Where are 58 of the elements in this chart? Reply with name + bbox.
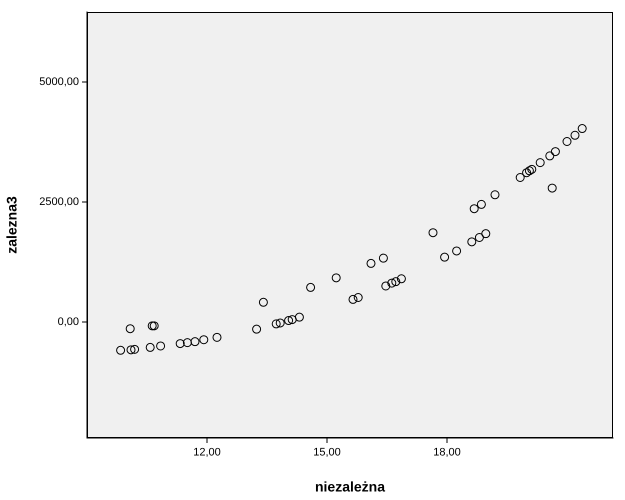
point <box>182 338 192 348</box>
point <box>126 324 135 334</box>
point <box>490 190 500 200</box>
point <box>156 341 166 350</box>
point <box>354 293 363 302</box>
point <box>545 151 554 160</box>
point <box>550 147 560 156</box>
point <box>199 335 208 344</box>
point <box>481 229 490 238</box>
point <box>527 164 536 174</box>
x-tick-label: 18,00 <box>433 446 461 459</box>
point <box>381 281 390 290</box>
x-axis-title: niezależna <box>314 478 386 494</box>
point <box>130 344 140 354</box>
point <box>306 282 316 292</box>
point <box>440 252 450 262</box>
y-tick-label: 5000,00 <box>39 76 79 88</box>
point <box>276 318 285 328</box>
point <box>378 254 388 263</box>
point <box>578 124 587 134</box>
point <box>396 274 406 284</box>
point <box>524 166 534 176</box>
x-tick-label: 12,00 <box>193 446 221 459</box>
point <box>148 321 157 330</box>
point <box>288 315 297 324</box>
point <box>284 316 294 326</box>
point <box>467 237 476 246</box>
point <box>522 168 532 178</box>
point <box>476 200 486 209</box>
point <box>348 294 358 304</box>
point <box>332 273 341 282</box>
point <box>562 137 572 146</box>
point <box>146 342 155 352</box>
point <box>366 258 376 268</box>
point <box>570 130 580 140</box>
y-axis-title: zalezna3 <box>3 196 20 254</box>
point <box>212 332 222 342</box>
point <box>190 337 200 346</box>
point <box>258 298 268 307</box>
x-tick-label: 15,00 <box>313 446 341 459</box>
point <box>126 345 136 354</box>
point <box>536 158 545 168</box>
y-tick-label: 2500,00 <box>39 196 79 208</box>
point <box>252 324 262 334</box>
point <box>294 312 304 322</box>
point <box>470 204 479 214</box>
y-tick-label: 0,00 <box>58 316 79 328</box>
point <box>150 321 159 330</box>
point <box>548 184 557 193</box>
point <box>176 339 185 348</box>
point <box>387 278 396 288</box>
point <box>452 246 462 256</box>
point <box>474 233 484 242</box>
point <box>116 346 126 355</box>
point <box>272 319 281 328</box>
point <box>428 228 438 238</box>
point <box>391 277 400 286</box>
point <box>516 173 525 182</box>
